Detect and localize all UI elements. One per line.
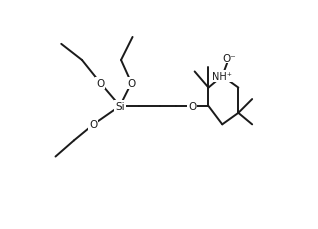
Text: NH⁺: NH⁺ bbox=[212, 72, 232, 82]
Text: O⁻: O⁻ bbox=[222, 53, 236, 63]
Text: O: O bbox=[188, 101, 197, 112]
Text: O: O bbox=[127, 79, 135, 89]
Text: O: O bbox=[89, 120, 98, 130]
Text: O: O bbox=[96, 79, 105, 89]
Text: Si: Si bbox=[115, 101, 125, 112]
